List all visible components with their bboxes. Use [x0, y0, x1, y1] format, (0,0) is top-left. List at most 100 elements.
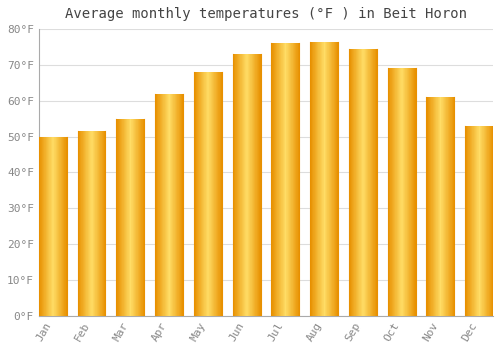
- Bar: [90, 131, 91, 316]
- Bar: [474, 126, 475, 316]
- Bar: [483, 126, 484, 316]
- Bar: [490, 126, 491, 316]
- Bar: [350, 49, 351, 316]
- Bar: [179, 93, 180, 316]
- Bar: [324, 42, 325, 316]
- Bar: [479, 126, 480, 316]
- Bar: [55, 136, 56, 316]
- Bar: [370, 49, 371, 316]
- Bar: [316, 42, 317, 316]
- Bar: [56, 136, 57, 316]
- Bar: [65, 136, 66, 316]
- Bar: [359, 49, 360, 316]
- Bar: [240, 54, 241, 316]
- Bar: [94, 131, 95, 316]
- Bar: [121, 119, 122, 316]
- Bar: [128, 119, 129, 316]
- Bar: [141, 119, 142, 316]
- Bar: [205, 72, 206, 316]
- Bar: [178, 93, 179, 316]
- Bar: [257, 54, 258, 316]
- Bar: [409, 69, 410, 316]
- Bar: [102, 131, 103, 316]
- Bar: [123, 119, 124, 316]
- Bar: [426, 97, 454, 316]
- Bar: [406, 69, 407, 316]
- Bar: [255, 54, 256, 316]
- Bar: [432, 97, 433, 316]
- Bar: [311, 42, 312, 316]
- Bar: [173, 93, 174, 316]
- Bar: [400, 69, 401, 316]
- Bar: [446, 97, 447, 316]
- Bar: [283, 43, 284, 316]
- Bar: [315, 42, 316, 316]
- Bar: [357, 49, 358, 316]
- Bar: [328, 42, 329, 316]
- Bar: [82, 131, 83, 316]
- Bar: [472, 126, 473, 316]
- Bar: [235, 54, 236, 316]
- Bar: [136, 119, 137, 316]
- Bar: [93, 131, 94, 316]
- Bar: [278, 43, 279, 316]
- Bar: [363, 49, 364, 316]
- Bar: [97, 131, 98, 316]
- Bar: [291, 43, 292, 316]
- Bar: [155, 93, 183, 316]
- Bar: [280, 43, 281, 316]
- Bar: [256, 54, 257, 316]
- Bar: [199, 72, 200, 316]
- Bar: [444, 97, 445, 316]
- Bar: [142, 119, 143, 316]
- Bar: [181, 93, 182, 316]
- Bar: [213, 72, 214, 316]
- Bar: [242, 54, 243, 316]
- Bar: [289, 43, 290, 316]
- Bar: [48, 136, 49, 316]
- Bar: [482, 126, 483, 316]
- Bar: [258, 54, 259, 316]
- Bar: [294, 43, 295, 316]
- Bar: [176, 93, 177, 316]
- Bar: [60, 136, 61, 316]
- Bar: [486, 126, 487, 316]
- Bar: [159, 93, 160, 316]
- Bar: [92, 131, 93, 316]
- Bar: [326, 42, 327, 316]
- Bar: [86, 131, 87, 316]
- Bar: [487, 126, 488, 316]
- Bar: [360, 49, 361, 316]
- Bar: [168, 93, 169, 316]
- Bar: [480, 126, 481, 316]
- Bar: [170, 93, 172, 316]
- Bar: [374, 49, 375, 316]
- Bar: [369, 49, 370, 316]
- Bar: [46, 136, 47, 316]
- Bar: [249, 54, 250, 316]
- Bar: [98, 131, 99, 316]
- Bar: [272, 43, 273, 316]
- Bar: [78, 131, 79, 316]
- Bar: [355, 49, 356, 316]
- Bar: [295, 43, 296, 316]
- Bar: [134, 119, 136, 316]
- Bar: [376, 49, 377, 316]
- Bar: [233, 54, 234, 316]
- Bar: [64, 136, 65, 316]
- Bar: [407, 69, 408, 316]
- Bar: [200, 72, 201, 316]
- Bar: [467, 126, 468, 316]
- Bar: [440, 97, 441, 316]
- Bar: [290, 43, 291, 316]
- Bar: [465, 126, 466, 316]
- Bar: [476, 126, 477, 316]
- Bar: [84, 131, 85, 316]
- Bar: [392, 69, 393, 316]
- Bar: [81, 131, 82, 316]
- Bar: [119, 119, 120, 316]
- Bar: [244, 54, 245, 316]
- Bar: [180, 93, 181, 316]
- Bar: [49, 136, 50, 316]
- Bar: [85, 131, 86, 316]
